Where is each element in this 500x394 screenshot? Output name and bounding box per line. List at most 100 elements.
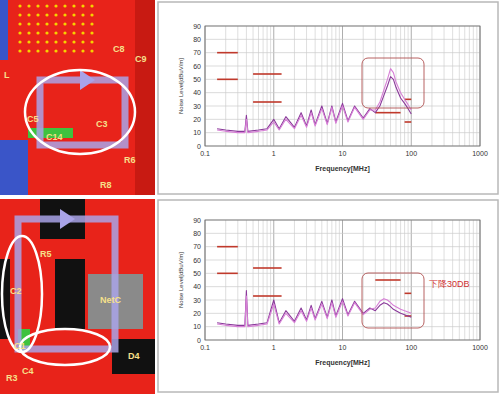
component-label: C8 <box>113 44 125 54</box>
limit-line <box>375 112 400 114</box>
y-tick-label: 50 <box>193 270 201 277</box>
pcb-via <box>27 31 30 34</box>
pcb-via <box>72 4 75 7</box>
pcb-via <box>81 4 84 7</box>
data-layer <box>217 53 411 133</box>
loop-arrow <box>60 209 75 229</box>
x-tick-label: 1000 <box>472 344 488 351</box>
x-grid <box>273 220 274 340</box>
pcb-via <box>81 31 84 34</box>
page: LC8C9C5C14C3R6R8R5C2C1NetCD4R3C40.111010… <box>0 0 500 394</box>
x-tick-label: 1 <box>272 150 276 157</box>
pcb-via <box>45 49 48 52</box>
plot-frame <box>205 26 480 146</box>
component-label: R5 <box>40 249 52 259</box>
y-grid <box>205 66 480 67</box>
minor-grid <box>335 26 336 146</box>
data-layer <box>217 247 411 327</box>
pcb-via <box>90 49 93 52</box>
minor-grid <box>375 26 376 146</box>
y-grid <box>205 39 480 40</box>
pcb-via <box>72 49 75 52</box>
y-tick-label: 20 <box>193 116 201 123</box>
minor-grid <box>469 26 470 146</box>
minor-grid <box>225 220 226 340</box>
pcb-via <box>72 22 75 25</box>
pcb-via <box>63 49 66 52</box>
y-tick-label: 90 <box>193 23 201 30</box>
y-tick-label: 80 <box>193 36 201 43</box>
minor-grid <box>464 26 465 146</box>
minor-grid <box>383 26 384 146</box>
y-grid <box>205 246 480 247</box>
minor-grid <box>327 26 328 146</box>
minor-grid <box>321 26 322 146</box>
limit-line <box>253 101 282 103</box>
pcb-via <box>27 22 30 25</box>
pcb-via <box>90 40 93 43</box>
minor-grid <box>258 26 259 146</box>
annotation: 下降30DB <box>429 279 470 289</box>
component-label: C9 <box>135 54 147 64</box>
y-tick-label: 0 <box>197 143 201 150</box>
canvas: LC8C9C5C14C3R6R8R5C2C1NetCD4R3C40.111010… <box>0 0 500 394</box>
limit-line <box>217 52 238 54</box>
component-label: C4 <box>22 366 34 376</box>
x-grid <box>411 26 412 146</box>
minor-grid <box>473 220 474 340</box>
x-grid <box>411 220 412 340</box>
component-label: R8 <box>100 180 112 190</box>
y-tick-label: 80 <box>193 230 201 237</box>
minor-grid <box>246 26 247 146</box>
y-tick-label: 70 <box>193 49 201 56</box>
minor-grid <box>246 220 247 340</box>
y-grid <box>205 313 480 314</box>
pcb-via <box>18 13 21 16</box>
component-label: R6 <box>124 155 136 165</box>
pcb-via <box>63 4 66 7</box>
y-tick-label: 30 <box>193 103 201 110</box>
plot-area <box>205 220 480 340</box>
minor-grid <box>444 26 445 146</box>
minor-grid <box>237 26 238 146</box>
series-line <box>217 69 411 133</box>
pcb-via <box>45 40 48 43</box>
minor-grid <box>315 220 316 340</box>
current-loop <box>40 80 125 145</box>
minor-grid <box>331 26 332 146</box>
x-grid <box>273 26 274 146</box>
pcb-via <box>45 13 48 16</box>
pcb-via <box>27 40 30 43</box>
minor-grid <box>473 26 474 146</box>
component-label: C3 <box>96 119 108 129</box>
y-grid <box>205 233 480 234</box>
chart-panel <box>158 200 498 392</box>
pcb-via <box>36 49 39 52</box>
x-tick-label: 100 <box>405 344 417 351</box>
y-tick-label: 40 <box>193 89 201 96</box>
y-tick-label: 70 <box>193 243 201 250</box>
pcb-via <box>90 4 93 7</box>
limit-line <box>375 279 400 281</box>
minor-grid <box>258 220 259 340</box>
pcb-via <box>18 22 21 25</box>
y-tick-label: 60 <box>193 257 201 264</box>
pcb-via <box>45 22 48 25</box>
y-grid <box>205 132 480 133</box>
minor-grid <box>363 26 364 146</box>
minor-grid <box>404 26 405 146</box>
loop-arrow <box>80 70 95 90</box>
minor-grid <box>335 220 336 340</box>
x-tick-label: 0.1 <box>200 150 210 157</box>
pcb-via <box>72 13 75 16</box>
pcb-via <box>27 13 30 16</box>
chart-panel <box>158 2 498 194</box>
pcb-via <box>81 49 84 52</box>
x-tick-label: 10 <box>339 344 347 351</box>
component-label: NetC <box>100 295 122 305</box>
y-tick-label: 30 <box>193 297 201 304</box>
highlight-ellipse <box>2 236 42 352</box>
minor-grid <box>321 220 322 340</box>
pcb-copper <box>0 140 28 195</box>
pcb-via <box>72 40 75 43</box>
